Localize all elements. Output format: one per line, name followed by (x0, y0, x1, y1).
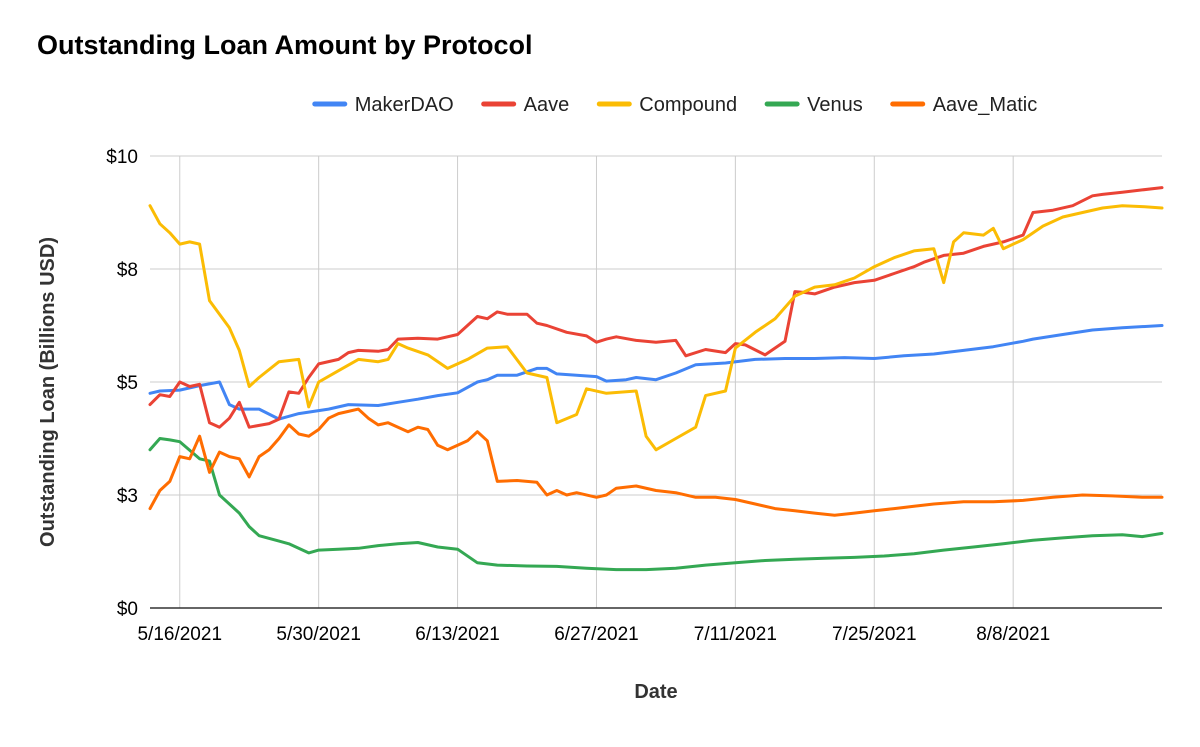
y-tick-label: $10 (106, 147, 138, 168)
x-tick-label: 5/16/2021 (137, 624, 222, 645)
legend-label-aave: Aave (524, 94, 570, 116)
x-axis-title: Date (634, 681, 677, 703)
y-tick-label: $3 (117, 486, 138, 507)
x-tick-label: 6/13/2021 (415, 624, 500, 645)
legend-label-aave-matic: Aave_Matic (933, 94, 1038, 116)
y-tick-label: $0 (117, 599, 138, 620)
legend-label-compound: Compound (639, 94, 737, 116)
x-tick-label: 7/11/2021 (694, 624, 777, 645)
series-line-compound (148, 204, 1164, 452)
series-line-venus (148, 437, 1164, 572)
legend-label-venus: Venus (807, 94, 863, 116)
y-tick-label: $8 (117, 260, 138, 281)
x-tick-label: 8/8/2021 (976, 624, 1050, 645)
series-line-aave-matic (148, 407, 1164, 517)
x-tick-label: 7/25/2021 (832, 624, 917, 645)
legend-label-makerdao: MakerDAO (355, 94, 454, 116)
x-tick-label: 5/30/2021 (276, 624, 361, 645)
y-axis-title: Outstanding Loan (Billions USD) (37, 237, 59, 547)
series-line-aave (148, 186, 1164, 429)
chart-title: Outstanding Loan Amount by Protocol (37, 30, 533, 60)
series-line-makerdao (148, 324, 1164, 421)
x-tick-label: 6/27/2021 (554, 624, 639, 645)
y-tick-label: $5 (117, 373, 138, 394)
